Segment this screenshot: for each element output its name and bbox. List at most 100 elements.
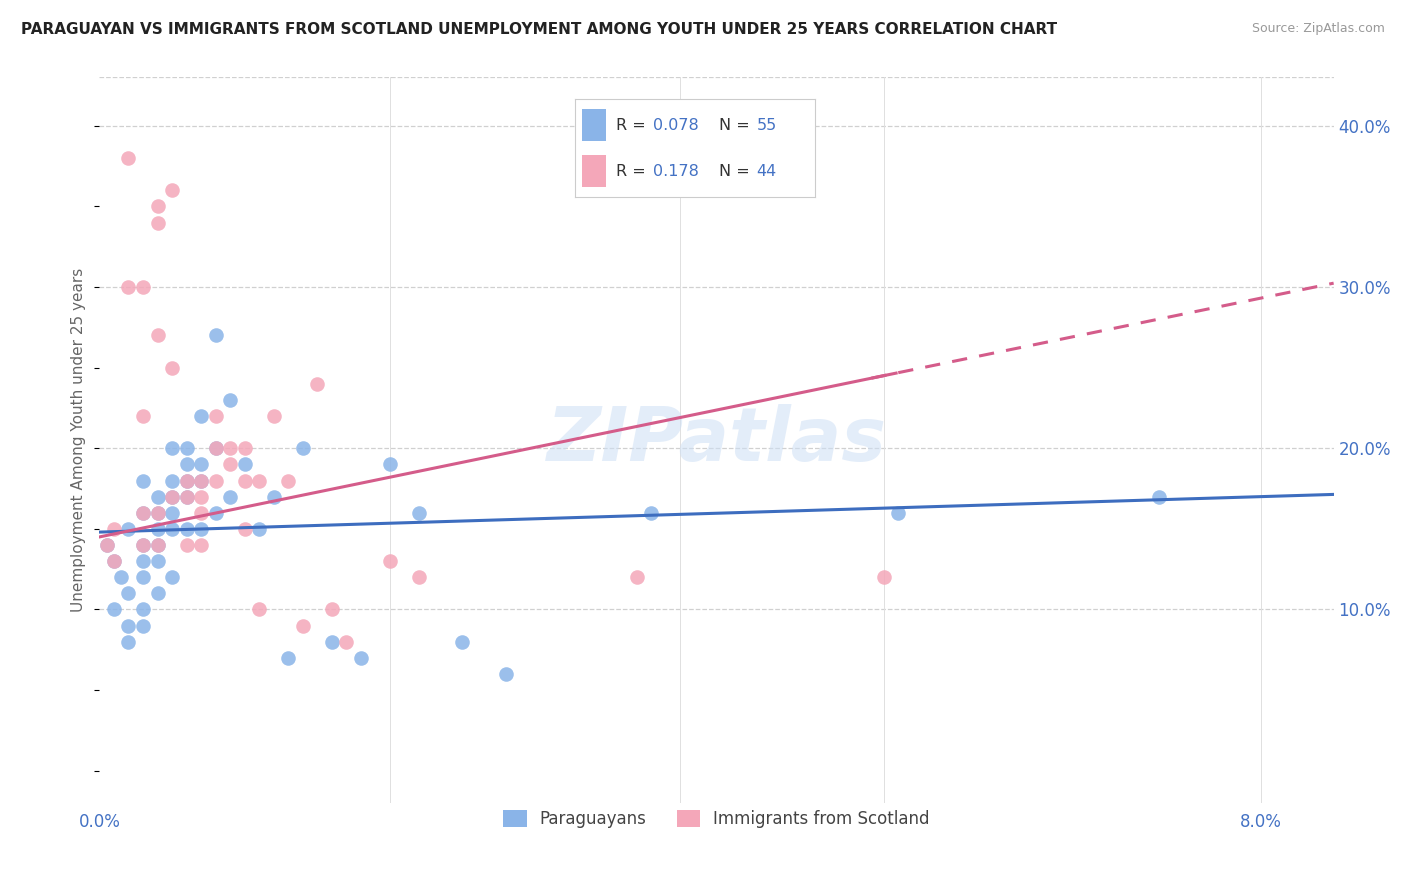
Point [132, 280, 155, 294]
Point [110, 570, 132, 584]
Point [190, 538, 212, 552]
Point [132, 474, 155, 488]
Point [117, 634, 139, 648]
Point [146, 554, 169, 568]
Point [117, 280, 139, 294]
Point [176, 474, 198, 488]
Point [160, 360, 183, 375]
Point [132, 570, 155, 584]
Point [132, 409, 155, 423]
Point [204, 328, 226, 343]
Point [190, 474, 212, 488]
Point [117, 586, 139, 600]
Point [204, 442, 226, 456]
Point [103, 602, 125, 616]
Point [146, 328, 169, 343]
Point [146, 538, 169, 552]
Point [117, 618, 139, 632]
Legend: Paraguayans, Immigrants from Scotland: Paraguayans, Immigrants from Scotland [496, 803, 936, 835]
Point [132, 538, 155, 552]
Point [176, 490, 198, 504]
Point [146, 538, 169, 552]
Point [132, 506, 155, 520]
Point [160, 570, 183, 584]
Point [103, 554, 125, 568]
Point [146, 506, 169, 520]
Point [160, 442, 183, 456]
Point [146, 506, 169, 520]
Point [378, 554, 401, 568]
Point [176, 458, 198, 472]
Point [160, 490, 183, 504]
Point [146, 215, 169, 229]
Point [233, 522, 256, 536]
Y-axis label: Unemployment Among Youth under 25 years: Unemployment Among Youth under 25 years [72, 268, 86, 612]
Point [176, 538, 198, 552]
Point [247, 522, 270, 536]
Point [321, 602, 343, 616]
Point [263, 409, 285, 423]
Point [204, 506, 226, 520]
Point [190, 458, 212, 472]
Point [335, 634, 357, 648]
Point [132, 506, 155, 520]
Point [190, 409, 212, 423]
Point [190, 490, 212, 504]
Point [160, 474, 183, 488]
Point [291, 442, 314, 456]
Point [872, 570, 894, 584]
Point [350, 651, 373, 665]
Point [233, 458, 256, 472]
Point [176, 522, 198, 536]
Point [176, 490, 198, 504]
Point [247, 602, 270, 616]
Point [146, 586, 169, 600]
Point [291, 618, 314, 632]
Point [132, 554, 155, 568]
Point [204, 409, 226, 423]
Point [233, 442, 256, 456]
Point [204, 442, 226, 456]
Text: PARAGUAYAN VS IMMIGRANTS FROM SCOTLAND UNEMPLOYMENT AMONG YOUTH UNDER 25 YEARS C: PARAGUAYAN VS IMMIGRANTS FROM SCOTLAND U… [21, 22, 1057, 37]
Point [160, 183, 183, 197]
Point [146, 199, 169, 213]
Point [146, 522, 169, 536]
Point [160, 506, 183, 520]
Point [176, 474, 198, 488]
Point [307, 376, 329, 391]
Point [408, 570, 430, 584]
Point [321, 634, 343, 648]
Point [176, 442, 198, 456]
Point [887, 506, 910, 520]
Point [146, 490, 169, 504]
Point [1149, 490, 1171, 504]
Point [190, 474, 212, 488]
Point [160, 490, 183, 504]
Point [219, 392, 242, 407]
Text: ZIPatlas: ZIPatlas [547, 404, 887, 476]
Point [96, 538, 118, 552]
Point [451, 634, 474, 648]
Point [190, 506, 212, 520]
Point [640, 506, 662, 520]
Point [495, 667, 517, 681]
Point [219, 442, 242, 456]
Point [132, 618, 155, 632]
Point [277, 651, 299, 665]
Point [160, 522, 183, 536]
Point [117, 151, 139, 165]
Point [626, 570, 648, 584]
Point [117, 522, 139, 536]
Point [263, 490, 285, 504]
Point [378, 458, 401, 472]
Point [103, 554, 125, 568]
Point [233, 474, 256, 488]
Point [247, 474, 270, 488]
Point [132, 602, 155, 616]
Point [132, 538, 155, 552]
Point [219, 458, 242, 472]
Point [219, 490, 242, 504]
Point [190, 522, 212, 536]
Point [103, 522, 125, 536]
Point [96, 538, 118, 552]
